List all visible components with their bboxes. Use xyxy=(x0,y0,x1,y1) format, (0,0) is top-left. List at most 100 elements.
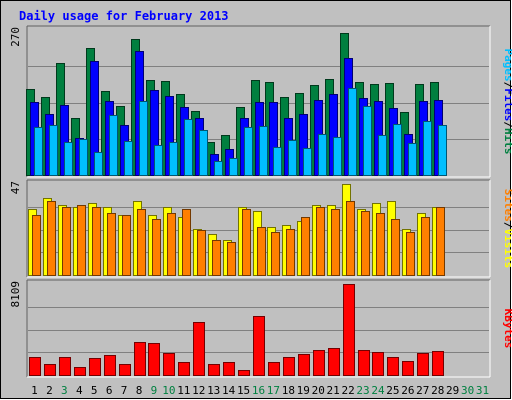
bar-pages xyxy=(244,127,253,176)
bar-sites xyxy=(286,229,295,276)
bar-sites xyxy=(197,230,206,276)
bar-sites xyxy=(406,232,415,276)
legend-sites: Sites xyxy=(502,189,512,222)
bar-pages xyxy=(79,139,88,176)
bar-kbytes xyxy=(313,350,325,376)
bar-pages xyxy=(259,126,268,176)
panel-visits-sites: 47 Sites/Visits xyxy=(9,179,512,278)
bar-kbytes xyxy=(59,357,71,376)
x-day-label: 19 xyxy=(297,384,310,397)
x-day-label: 12 xyxy=(192,384,205,397)
bar-sites xyxy=(92,207,101,276)
x-day-label: 2 xyxy=(46,384,53,397)
bar-kbytes xyxy=(44,364,56,376)
bar-sites xyxy=(391,219,400,276)
x-day-label: 3 xyxy=(61,384,68,397)
bar-sites xyxy=(107,213,116,276)
bar-pages xyxy=(139,101,148,176)
bar-kbytes xyxy=(29,357,41,376)
bar-sites xyxy=(47,201,56,276)
bar-sites xyxy=(227,242,236,276)
bar-pages xyxy=(348,88,357,176)
bar-kbytes xyxy=(104,355,116,376)
x-day-label: 7 xyxy=(121,384,128,397)
bar-kbytes xyxy=(372,352,384,376)
bar-pages xyxy=(303,148,312,176)
bar-pages xyxy=(154,145,163,176)
bar-kbytes xyxy=(417,353,429,376)
bar-kbytes xyxy=(343,284,355,376)
x-day-label: 5 xyxy=(91,384,98,397)
bar-sites xyxy=(62,207,71,276)
bar-sites xyxy=(152,219,161,276)
bar-sites xyxy=(361,211,370,276)
legend-separator: / xyxy=(502,222,512,229)
legend-files: Files xyxy=(502,88,512,121)
x-day-label: 11 xyxy=(177,384,190,397)
bar-sites xyxy=(212,240,221,276)
x-day-label: 21 xyxy=(327,384,340,397)
legend-visits: Visits xyxy=(502,229,512,269)
bar-kbytes xyxy=(119,364,131,376)
x-day-label: 6 xyxy=(106,384,113,397)
bar-kbytes xyxy=(432,351,444,376)
bar-sites xyxy=(376,213,385,276)
x-day-label: 1 xyxy=(31,384,38,397)
bar-kbytes xyxy=(402,361,414,376)
bar-pages xyxy=(393,124,402,176)
x-day-label: 31 xyxy=(476,384,489,397)
bar-pages xyxy=(288,140,297,176)
bar-pages xyxy=(214,161,223,176)
bar-pages xyxy=(199,130,208,176)
y-max-label: 8109 xyxy=(9,281,22,308)
x-day-label: 22 xyxy=(341,384,354,397)
x-day-label: 26 xyxy=(401,384,414,397)
chart-panels: 270Pages/Files/Hits47Sites/Visits8109KBy… xyxy=(9,25,512,378)
bar-pages xyxy=(438,125,447,176)
bar-sites xyxy=(167,213,176,276)
bar-pages xyxy=(333,137,342,176)
bar-pages xyxy=(109,115,118,176)
bar-pages xyxy=(423,121,432,176)
x-day-label: 25 xyxy=(386,384,399,397)
bar-kbytes xyxy=(163,353,175,376)
bar-pages xyxy=(94,152,103,176)
bar-sites xyxy=(421,217,430,276)
bar-sites xyxy=(122,215,131,276)
legend-kbytes: KBytes xyxy=(502,309,512,349)
bar-pages xyxy=(169,142,178,176)
bar-kbytes xyxy=(223,362,235,376)
x-day-label: 24 xyxy=(371,384,385,397)
x-day-label: 10 xyxy=(162,384,175,397)
bar-pages xyxy=(408,143,417,176)
x-day-label: 27 xyxy=(416,384,429,397)
x-day-label: 4 xyxy=(76,384,83,397)
x-day-label: 28 xyxy=(431,384,444,397)
bar-sites xyxy=(257,227,266,276)
x-axis-day-labels: 1 2 3 4 5 6 7 8 9 10 11 12 13 14 15 16 17 18 19 20 21 22 23 24 2… xyxy=(31,384,489,397)
bar-sites xyxy=(271,232,280,276)
bar-kbytes xyxy=(298,354,310,376)
x-day-label: 13 xyxy=(207,384,220,397)
bar-kbytes xyxy=(253,316,265,376)
bar-sites xyxy=(242,209,251,276)
panel-kbytes: 8109 KBytes xyxy=(9,279,512,378)
bar-pages xyxy=(49,125,58,176)
x-day-label: 15 xyxy=(237,384,250,397)
bar-pages xyxy=(64,142,73,176)
x-day-label: 18 xyxy=(282,384,295,397)
y-max-label: 270 xyxy=(9,27,22,47)
legend-separator: / xyxy=(502,82,512,89)
bar-pages xyxy=(363,106,372,176)
bar-kbytes xyxy=(74,367,86,376)
bar-kbytes xyxy=(134,342,146,376)
bar-kbytes xyxy=(178,362,190,376)
bar-kbytes xyxy=(283,357,295,376)
panel-legend: Sites/Visits xyxy=(502,189,512,269)
x-day-label: 17 xyxy=(267,384,280,397)
x-day-label: 8 xyxy=(136,384,143,397)
bar-pages xyxy=(318,134,327,176)
bar-pages xyxy=(273,147,282,176)
